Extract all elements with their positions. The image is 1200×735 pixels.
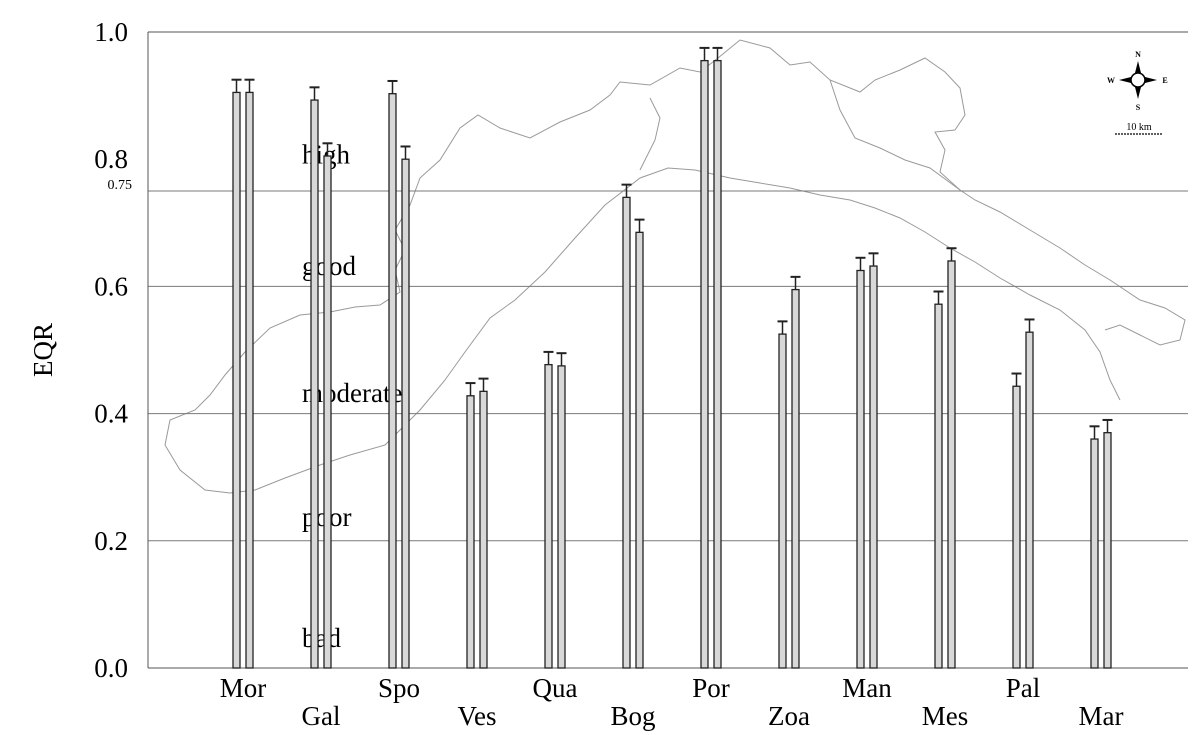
coastline-map-outline [164,39,1186,494]
bar-mes-2 [947,260,956,669]
y-tick-label: 0.4 [94,399,128,429]
compass-south-label: S [1136,103,1141,112]
scale-bar: 10 km [1115,122,1163,135]
bar-gal-1 [310,99,319,669]
compass-north-label: N [1135,50,1141,59]
bar-mor-2 [245,91,254,669]
bar-zoa-2 [791,288,800,669]
category-label-mes: Mes [922,701,969,731]
category-label-por: Por [692,673,730,703]
category-label-mar: Mar [1079,701,1124,731]
category-labels: Mor Gal Spo Ves Qua Bog Por Zoa Man Mes Pal Mar [220,673,1124,731]
bar-zoa-1 [778,333,787,669]
y-tick-label: 0.2 [94,526,128,556]
bar-spo-2 [401,158,410,669]
bar-qua-1 [544,363,553,669]
y-tick-label: 0.8 [94,144,128,174]
bar-ves-2 [479,390,488,669]
y-tick-label: 0.6 [94,271,128,301]
bar-mes-1 [934,303,943,669]
bar-por-2 [713,59,722,669]
bars [231,46,1113,669]
bar-bog-1 [622,196,631,669]
bar-spo-1 [388,93,397,669]
compass-east-label: E [1162,76,1167,85]
scale-bar-label: 10 km [1126,122,1152,133]
category-label-gal: Gal [302,701,341,731]
bar-pal-2 [1025,331,1034,669]
y-tick-label: 1.0 [94,17,128,47]
bar-por-1 [700,59,709,669]
bar-mar-1 [1090,438,1099,669]
y-tick-label-0-75: 0.75 [108,178,133,193]
bar-qua-2 [557,365,566,669]
category-label-ves: Ves [458,701,497,731]
y-tick-label: 0.0 [94,653,128,683]
category-label-mor: Mor [220,673,267,703]
class-label-moderate: moderate [302,378,402,408]
y-axis-label: EQR [28,323,58,377]
bar-bog-2 [635,231,644,669]
category-label-pal: Pal [1006,673,1041,703]
category-label-spo: Spo [378,673,420,703]
bar-man-1 [856,269,865,669]
bar-mar-2 [1103,432,1112,669]
category-label-qua: Qua [533,673,578,703]
class-label-bad: bad [302,623,341,653]
axes: 0.0 0.2 0.4 0.6 0.8 1.0 0.75 [94,17,1188,683]
compass-west-label: W [1107,76,1115,85]
bar-mor-1 [232,91,241,669]
bar-ves-1 [466,395,475,669]
category-label-man: Man [842,673,892,703]
bar-gal-2 [323,155,332,669]
compass-icon: N S W E [1107,50,1168,112]
bar-man-2 [869,265,878,669]
category-label-zoa: Zoa [768,701,810,731]
bar-pal-1 [1012,385,1021,669]
category-label-bog: Bog [610,701,655,731]
